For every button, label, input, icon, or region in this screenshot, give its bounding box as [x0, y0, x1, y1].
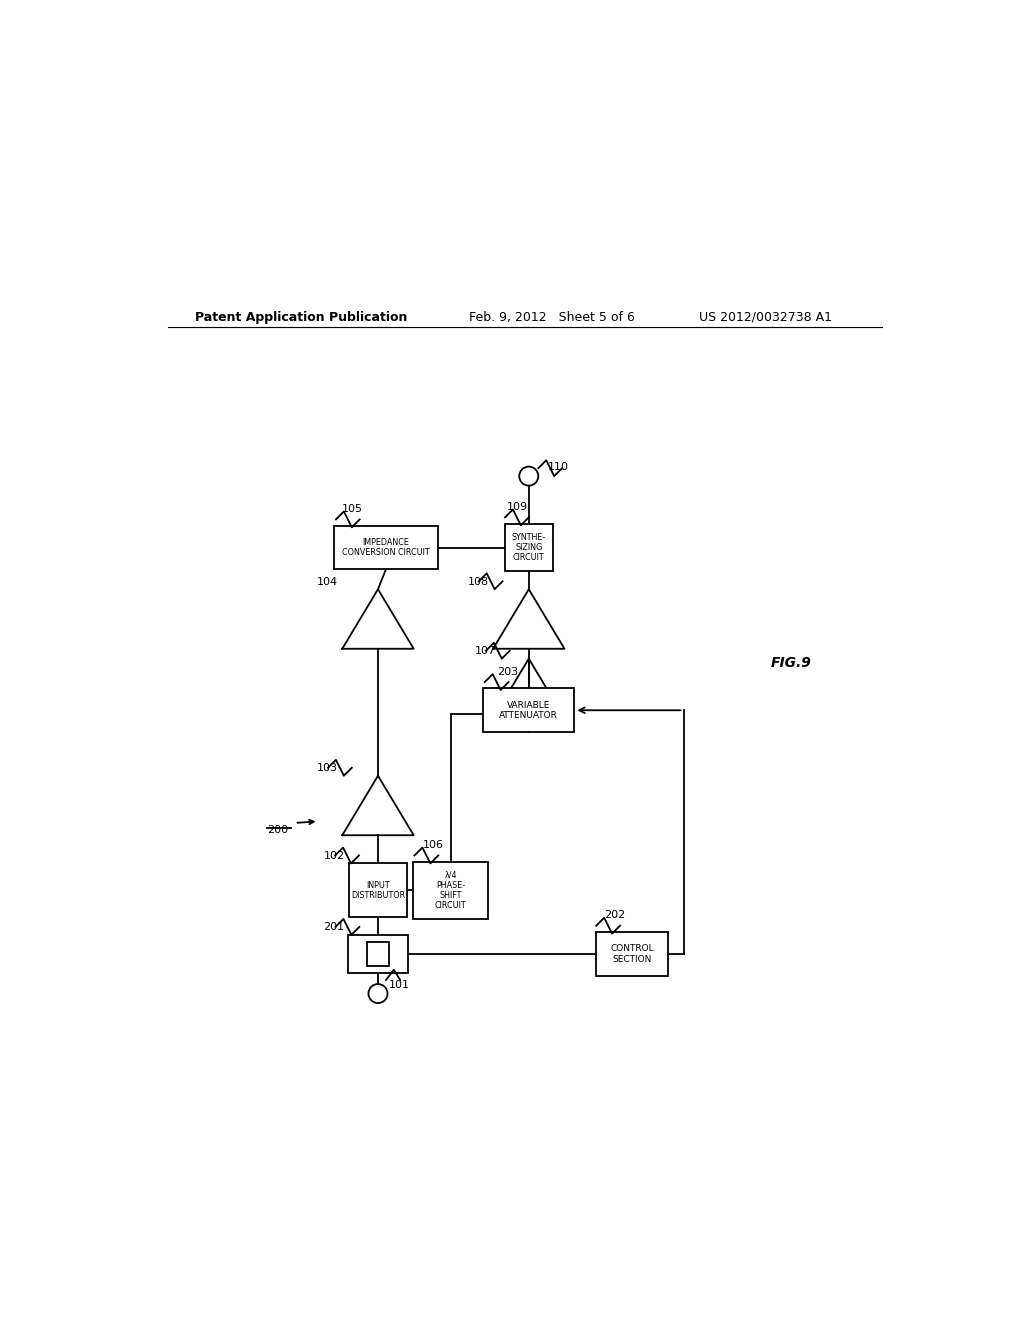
Text: 104: 104 — [317, 577, 338, 587]
Text: IMPEDANCE
CONVERSION CIRCUIT: IMPEDANCE CONVERSION CIRCUIT — [342, 537, 430, 557]
Text: VARIABLE
ATTENUATOR: VARIABLE ATTENUATOR — [500, 701, 558, 719]
Bar — [413, 862, 488, 919]
Text: CONTROL
SECTION: CONTROL SECTION — [610, 944, 653, 964]
Text: 102: 102 — [325, 851, 345, 861]
Text: Feb. 9, 2012   Sheet 5 of 6: Feb. 9, 2012 Sheet 5 of 6 — [469, 312, 635, 323]
Text: 110: 110 — [548, 462, 568, 473]
Text: 201: 201 — [324, 923, 344, 932]
Text: FIG.9: FIG.9 — [770, 656, 811, 669]
Text: 106: 106 — [423, 840, 443, 850]
Text: λ/4
PHASE-
SHIFT
CIRCUIT: λ/4 PHASE- SHIFT CIRCUIT — [435, 870, 466, 911]
Text: 200: 200 — [267, 825, 288, 836]
Text: 109: 109 — [507, 502, 527, 512]
Text: INPUT
DISTRIBUTOR: INPUT DISTRIBUTOR — [351, 880, 406, 900]
Bar — [367, 941, 389, 966]
Text: US 2012/0032738 A1: US 2012/0032738 A1 — [699, 312, 833, 323]
Text: 108: 108 — [468, 577, 489, 587]
Text: 203: 203 — [498, 667, 518, 677]
Bar — [348, 935, 408, 973]
Text: 202: 202 — [604, 911, 626, 920]
Bar — [334, 525, 437, 569]
Text: 105: 105 — [342, 504, 364, 513]
Bar — [505, 524, 553, 572]
Text: Patent Application Publication: Patent Application Publication — [196, 312, 408, 323]
Text: 107: 107 — [475, 647, 497, 656]
Text: 101: 101 — [389, 981, 410, 990]
Text: SYNTHE-
SIZING
CIRCUIT: SYNTHE- SIZING CIRCUIT — [512, 533, 546, 562]
Bar — [349, 863, 407, 917]
Bar — [483, 689, 574, 733]
Bar — [596, 932, 668, 975]
Text: 103: 103 — [317, 763, 338, 774]
